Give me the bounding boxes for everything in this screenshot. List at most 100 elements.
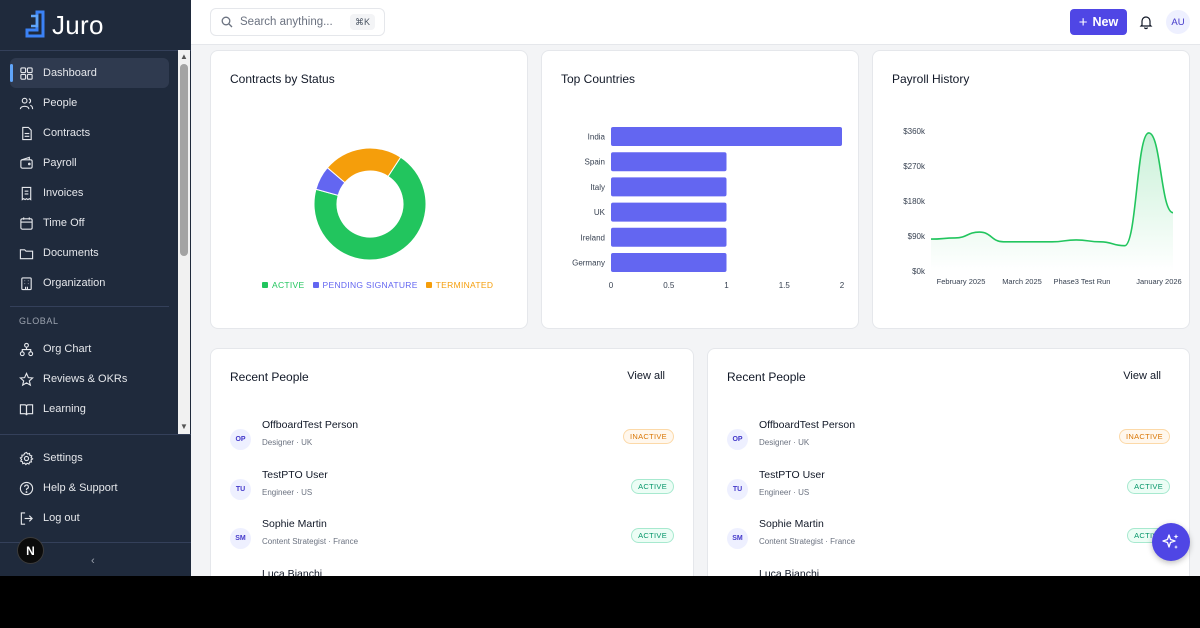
scroll-up-arrow[interactable]: ▲ <box>180 52 188 61</box>
logout-icon <box>20 511 33 525</box>
person-subtitle: Content Strategist · France <box>262 537 359 546</box>
sidebar-item-time-off[interactable]: Time Off <box>10 208 169 238</box>
collapse-sidebar-button[interactable]: ‹ <box>91 555 95 567</box>
view-all-link[interactable]: View all <box>1123 370 1161 382</box>
nav-group-title-global: GLOBAL <box>19 316 59 326</box>
x-tick-label: January 2026 <box>1136 277 1181 286</box>
sidebar-scrollbar-thumb[interactable] <box>180 64 188 256</box>
sidebar-item-label: Log out <box>43 512 80 524</box>
users-icon <box>19 97 34 109</box>
bar-italy[interactable] <box>611 177 727 197</box>
sidebar-item-settings[interactable]: Settings <box>10 443 183 473</box>
sidebar-item-label: Settings <box>43 452 83 464</box>
sidebar-item-payroll[interactable]: Payroll <box>10 148 169 178</box>
sidebar-item-reviews-okrs[interactable]: Reviews & OKRs <box>10 364 169 394</box>
bar-ireland[interactable] <box>611 227 727 247</box>
donut-chart <box>313 147 427 261</box>
list-item[interactable]: TU TestPTO User Engineer · US ACTIVE <box>211 469 693 513</box>
card-title: Payroll History <box>892 72 970 86</box>
person-subtitle: Engineer · US <box>759 487 810 497</box>
grid-icon <box>20 66 33 80</box>
payroll-history-card: Payroll History $0k $90k $180k $270k $360k Fe… <box>872 50 1190 329</box>
user-avatar[interactable]: AU <box>1166 10 1190 34</box>
person-name: Luca Bianchi <box>759 567 820 577</box>
person-subtitle: Designer · UK <box>759 438 810 447</box>
star-icon <box>19 371 34 386</box>
donut-legend: ACTIVE PENDING SIGNATURE TERMINATED <box>262 280 493 290</box>
y-tick-label: $90k <box>908 232 926 241</box>
person-name: Sophie Martin <box>759 518 824 530</box>
list-item[interactable]: OP OffboardTest Person Designer · UK INACTI… <box>211 419 693 463</box>
person-name: OffboardTest Person <box>262 419 359 431</box>
bar-germany[interactable] <box>611 253 727 272</box>
sidebar-item-log-out[interactable]: Log out <box>10 503 183 533</box>
list-item[interactable]: SM Sophie Martin Content Strategist · Fran… <box>211 518 693 562</box>
plus-icon: + <box>1078 13 1088 31</box>
avatar: SM <box>230 528 251 549</box>
bar-uk[interactable] <box>611 202 727 222</box>
donut-slice-active[interactable] <box>313 156 427 261</box>
bar-category-label: Italy <box>590 183 605 192</box>
new-button[interactable]: + New <box>1070 9 1127 35</box>
workspace-avatar[interactable]: N <box>17 537 44 564</box>
sidebar-item-label: Learning <box>43 403 86 415</box>
card-title: Recent People <box>230 370 309 384</box>
notifications-bell-icon[interactable] <box>1138 14 1154 30</box>
person-subtitle: Content Strategist · France <box>759 537 856 546</box>
list-item[interactable]: SM Sophie Martin Content Strategist · Fran… <box>708 518 1189 562</box>
bar-india[interactable] <box>611 127 842 146</box>
status-badge: ACTIVE <box>1127 478 1170 494</box>
payroll-line[interactable] <box>930 132 1174 247</box>
sidebar-item-documents[interactable]: Documents <box>10 238 169 268</box>
area-chart: $0k $90k $180k $270k $360k February 2025 March… <box>903 127 1182 286</box>
sidebar-item-label: Invoices <box>43 187 84 199</box>
sidebar-item-org-chart[interactable]: Org Chart <box>10 334 169 364</box>
view-all-link[interactable]: View all <box>627 370 665 382</box>
sidebar-divider <box>0 50 191 51</box>
legend-item[interactable]: ACTIVE <box>262 280 305 290</box>
legend-label: PENDING SIGNATURE <box>322 280 418 290</box>
sidebar-item-invoices[interactable]: Invoices <box>10 178 169 208</box>
ai-assistant-button[interactable] <box>1152 523 1190 561</box>
status-badge: INACTIVE <box>623 429 674 444</box>
area-fill <box>931 132 1173 271</box>
sidebar-bottom-nav: Settings Help & Support Log out <box>0 443 191 533</box>
x-tick-label: March 2025 <box>1002 277 1042 286</box>
sidebar-item-help-support[interactable]: Help & Support <box>10 473 183 503</box>
x-tick-label: 1 <box>724 281 729 290</box>
x-tick-label: February 2025 <box>937 277 986 286</box>
sparkles-icon <box>1162 534 1179 549</box>
bar-category-label: Spain <box>585 158 605 167</box>
top-countries-card: Top Countries India Spain Italy UK Ireland Ge… <box>541 50 859 329</box>
card-title: Recent People <box>727 370 806 384</box>
list-item[interactable]: OP OffboardTest Person Designer · UK INACTI… <box>708 419 1189 463</box>
legend-item[interactable]: TERMINATED <box>425 280 494 290</box>
file-icon <box>22 126 32 140</box>
sidebar-item-learning[interactable]: Learning <box>10 394 169 424</box>
app-name: Juro <box>52 9 104 40</box>
person-subtitle: Designer · UK <box>262 438 313 447</box>
person-subtitle: Engineer · US <box>262 487 313 497</box>
list-item[interactable]: LBLuca Bianchi <box>211 568 693 577</box>
gear-icon <box>19 451 34 465</box>
calendar-icon <box>20 216 33 230</box>
scroll-down-arrow[interactable]: ▼ <box>180 422 188 431</box>
status-badge: ACTIVE <box>631 528 674 543</box>
legend-item[interactable]: PENDING SIGNATURE <box>312 280 418 290</box>
sidebar-item-dashboard[interactable]: Dashboard <box>10 58 169 88</box>
sidebar-item-people[interactable]: People <box>10 88 169 118</box>
new-button-label: New <box>1092 15 1119 29</box>
status-badge: ACTIVE <box>631 478 674 494</box>
list-item[interactable]: LBLuca Bianchi <box>708 568 1189 577</box>
person-name: OffboardTest Person <box>759 419 856 431</box>
search-icon <box>221 16 233 28</box>
sidebar-item-contracts[interactable]: Contracts <box>10 118 169 148</box>
search-input[interactable]: Search anything... ⌘K <box>210 8 385 36</box>
logo[interactable]: Juro <box>24 8 104 42</box>
nav-group-divider <box>10 306 169 307</box>
bar-spain[interactable] <box>611 152 727 172</box>
y-tick-label: $0k <box>912 267 926 276</box>
donut-slice-terminated[interactable] <box>326 147 402 184</box>
list-item[interactable]: TU TestPTO User Engineer · US ACTIVE <box>708 469 1189 513</box>
sidebar-item-organization[interactable]: Organization <box>10 268 169 298</box>
